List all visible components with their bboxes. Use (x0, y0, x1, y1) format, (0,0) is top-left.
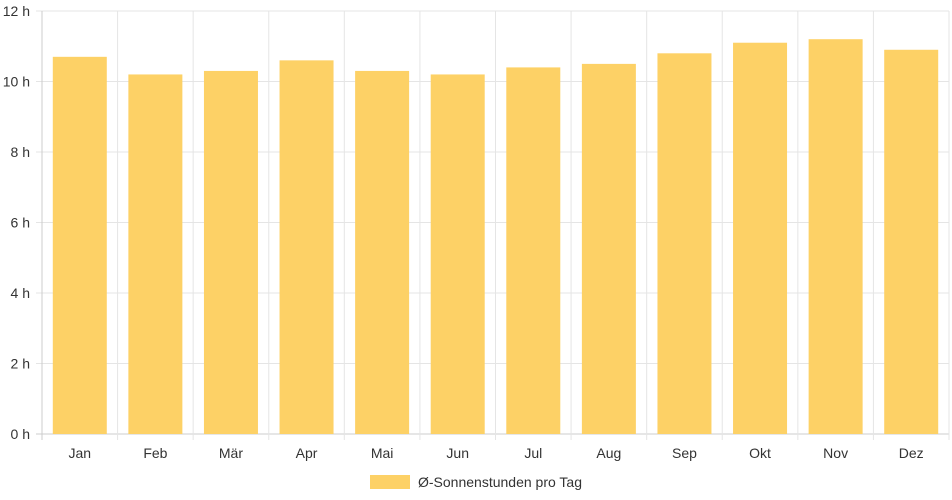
bar-okt[interactable] (733, 42, 788, 434)
x-tick-label: Feb (143, 445, 167, 461)
y-tick-label: 10 h (3, 74, 30, 90)
x-axis: Jan Feb Mär Apr Mai Jun Jul Aug Sep Okt Nov Dez (69, 445, 924, 461)
bar-feb[interactable] (128, 74, 183, 434)
bar-aug[interactable] (581, 63, 636, 434)
bar-jun[interactable] (430, 74, 485, 434)
x-tick-label: Jul (524, 445, 542, 461)
y-tick-label: 6 h (11, 215, 30, 231)
bar-jul[interactable] (506, 67, 561, 435)
bars (52, 39, 939, 435)
x-tick-label: Jun (446, 445, 469, 461)
x-tick-label: Mai (371, 445, 394, 461)
y-tick-label: 2 h (11, 356, 30, 372)
bar-jan[interactable] (52, 56, 107, 434)
y-tick-label: 8 h (11, 144, 30, 160)
x-tick-label: Aug (596, 445, 621, 461)
x-tick-label: Mär (219, 445, 243, 461)
y-tick-label: 0 h (11, 426, 30, 442)
legend[interactable]: Ø-Sonnenstunden pro Tag (0, 472, 952, 492)
bar-mai[interactable] (355, 70, 410, 435)
x-tick-label: Nov (823, 445, 848, 461)
legend-swatch (370, 475, 410, 489)
x-tick-label: Okt (749, 445, 771, 461)
legend-label: Ø-Sonnenstunden pro Tag (418, 474, 582, 490)
x-tick-label: Apr (296, 445, 318, 461)
grid-lines (36, 10, 950, 440)
bar-apr[interactable] (279, 60, 334, 434)
bar-nov[interactable] (808, 39, 863, 434)
x-tick-label: Jan (69, 445, 92, 461)
bar-mär[interactable] (203, 70, 258, 435)
y-axis: 0 h 2 h 4 h 6 h 8 h 10 h 12 h (3, 3, 30, 442)
bar-dez[interactable] (884, 49, 939, 435)
y-tick-label: 4 h (11, 285, 30, 301)
y-tick-label: 12 h (3, 3, 30, 19)
x-tick-label: Dez (899, 445, 924, 461)
bar-sep[interactable] (657, 53, 712, 435)
x-tick-label: Sep (672, 445, 697, 461)
